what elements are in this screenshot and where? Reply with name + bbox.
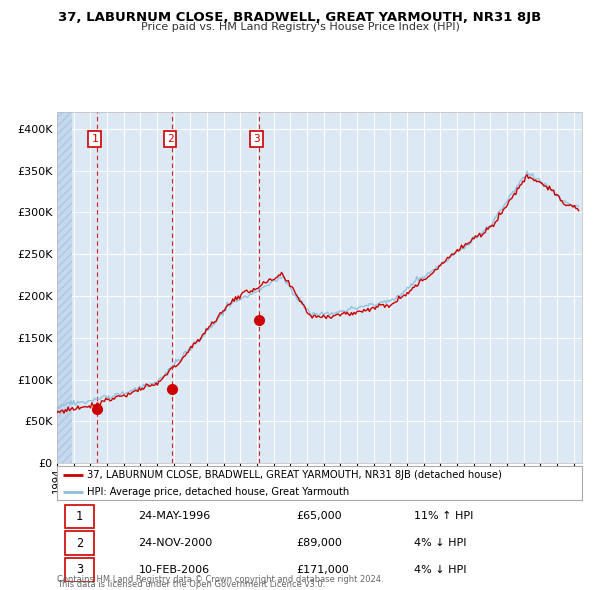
Text: HPI: Average price, detached house, Great Yarmouth: HPI: Average price, detached house, Grea…	[88, 487, 350, 497]
Text: Price paid vs. HM Land Registry's House Price Index (HPI): Price paid vs. HM Land Registry's House …	[140, 22, 460, 32]
Text: 1: 1	[76, 510, 83, 523]
Text: 24-NOV-2000: 24-NOV-2000	[139, 538, 212, 548]
Bar	[57, 112, 73, 463]
Text: £171,000: £171,000	[296, 565, 349, 575]
Text: 2: 2	[76, 536, 83, 550]
Text: 4% ↓ HPI: 4% ↓ HPI	[414, 538, 467, 548]
Text: 24-MAY-1996: 24-MAY-1996	[139, 512, 211, 522]
Text: 3: 3	[76, 563, 83, 576]
Text: 4% ↓ HPI: 4% ↓ HPI	[414, 565, 467, 575]
Text: This data is licensed under the Open Government Licence v3.0.: This data is licensed under the Open Gov…	[57, 581, 325, 589]
Text: 1: 1	[91, 134, 98, 144]
Text: 37, LABURNUM CLOSE, BRADWELL, GREAT YARMOUTH, NR31 8JB: 37, LABURNUM CLOSE, BRADWELL, GREAT YARM…	[58, 11, 542, 24]
Text: £65,000: £65,000	[296, 512, 341, 522]
Text: 2: 2	[167, 134, 173, 144]
FancyBboxPatch shape	[65, 504, 94, 528]
Text: £89,000: £89,000	[296, 538, 342, 548]
FancyBboxPatch shape	[65, 558, 94, 582]
Text: 11% ↑ HPI: 11% ↑ HPI	[414, 512, 473, 522]
Text: 3: 3	[253, 134, 260, 144]
Text: 37, LABURNUM CLOSE, BRADWELL, GREAT YARMOUTH, NR31 8JB (detached house): 37, LABURNUM CLOSE, BRADWELL, GREAT YARM…	[88, 470, 502, 480]
FancyBboxPatch shape	[65, 532, 94, 555]
Text: Contains HM Land Registry data © Crown copyright and database right 2024.: Contains HM Land Registry data © Crown c…	[57, 575, 383, 584]
Text: 10-FEB-2006: 10-FEB-2006	[139, 565, 209, 575]
